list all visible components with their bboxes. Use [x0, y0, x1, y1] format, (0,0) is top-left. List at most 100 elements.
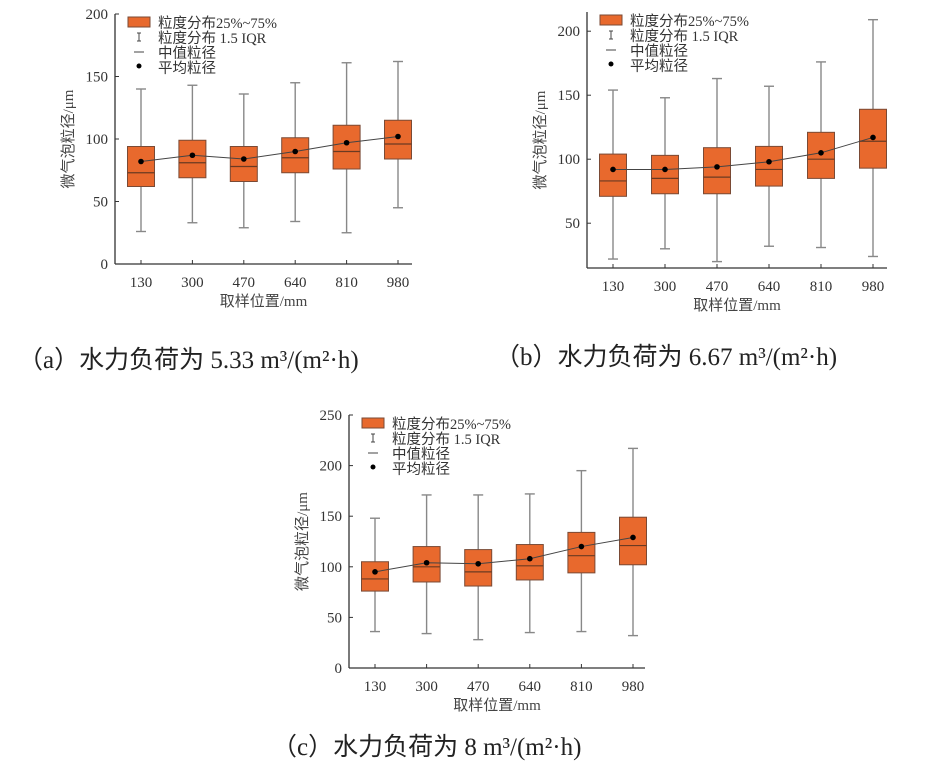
mean-point: [610, 166, 616, 173]
mean-point: [343, 139, 350, 146]
x-axis-label: 取样位置/mm: [693, 297, 781, 314]
iqr-box: [281, 137, 310, 174]
legend-mean-label: 平均粒径: [158, 60, 216, 77]
x-tick-label: 300: [415, 679, 438, 695]
y-tick-label: 150: [86, 70, 109, 86]
mean-point: [138, 158, 144, 165]
y-axis-label: 微气泡粒径/μm: [532, 90, 549, 189]
mean-point: [527, 555, 533, 562]
legend-mean-icon: [370, 464, 376, 470]
legend-median-label: 中值粒径: [392, 446, 450, 463]
legend-whisker-label: 粒度分布 1.5 IQR: [630, 28, 739, 45]
y-tick-label: 200: [320, 459, 343, 475]
x-tick-label: 130: [364, 679, 387, 695]
x-tick-label: 810: [335, 275, 358, 291]
y-axis-label: 微气泡粒径/μm: [294, 492, 311, 591]
legend-box-label: 粒度分布25%~75%: [158, 15, 277, 32]
x-tick-label: 470: [706, 279, 729, 295]
iqr-box: [703, 147, 731, 195]
mean-point: [475, 560, 482, 567]
mean-line: [374, 536, 634, 573]
x-tick-label: 130: [130, 275, 153, 291]
legend-box-swatch: [361, 417, 385, 429]
y-tick-label: 100: [86, 132, 109, 148]
y-tick-label: 0: [101, 257, 109, 273]
y-axis-label: 微气泡粒径/μm: [60, 89, 77, 188]
x-tick-label: 640: [519, 679, 542, 695]
x-axis-label: 取样位置/mm: [453, 697, 541, 714]
iqr-box: [755, 145, 783, 187]
y-tick-label: 50: [565, 216, 580, 232]
chart-panel-c: 0 50 100 150 200 250 130 300 470 640 810 980 取样位置/mm…: [294, 408, 647, 714]
x-tick-label: 640: [284, 275, 307, 291]
x-axis-label: 取样位置/mm: [220, 293, 308, 310]
legend-whisker-icon: [371, 433, 375, 443]
legend-whisker-label: 粒度分布 1.5 IQR: [392, 431, 501, 448]
y-tick-label: 150: [320, 509, 343, 525]
x-tick-label: 300: [181, 275, 204, 291]
x-tick-label: 980: [622, 679, 645, 695]
x-tick-label: 470: [233, 275, 256, 291]
mean-point: [870, 134, 876, 141]
iqr-box: [619, 516, 647, 566]
mean-point: [662, 166, 668, 173]
y-tick-label: 0: [335, 661, 343, 677]
iqr-box: [567, 531, 596, 574]
chart-panel-b: 50 100 150 200 130 300 470 640 810 980 取样位置/mm 微气泡粒…: [532, 12, 887, 314]
x-tick-label: 980: [862, 279, 885, 295]
iqr-box: [178, 139, 207, 179]
caption-b: （b）水力负荷为 6.67 m³/(m²·h): [495, 344, 838, 371]
legend-median-label: 中值粒径: [630, 43, 688, 60]
x-tick-label: 300: [654, 279, 677, 295]
y-tick-label: 50: [327, 610, 342, 626]
mean-point: [578, 543, 585, 550]
y-tick-label: 200: [86, 7, 109, 23]
mean-point: [818, 150, 824, 156]
mean-point: [766, 158, 772, 165]
mean-point: [372, 569, 378, 575]
mean-point: [630, 534, 636, 541]
x-tick-label: 470: [467, 679, 490, 695]
y-tick-label: 150: [558, 88, 581, 104]
legend-whisker-label: 粒度分布 1.5 IQR: [158, 30, 267, 47]
mean-point: [292, 148, 299, 155]
iqr-box: [332, 124, 361, 170]
x-tick-label: 130: [602, 279, 625, 295]
legend-mean-icon: [608, 61, 614, 67]
y-tick-label: 100: [320, 560, 343, 576]
x-tick-label: 640: [758, 279, 781, 295]
mean-line: [140, 136, 399, 162]
legend-whisker-icon: [137, 32, 141, 42]
legend-box-swatch: [599, 14, 623, 26]
legend-mean-icon: [136, 63, 142, 69]
chart-panel-a: 0 50 100 150 200 130 300 470 640 810 980 取样位置/mm 微气泡…: [60, 7, 412, 310]
mean-point: [714, 164, 720, 170]
iqr-box: [599, 153, 627, 197]
mean-point: [395, 133, 401, 140]
iqr-box: [384, 119, 412, 160]
legend-median-label: 中值粒径: [158, 45, 216, 62]
legend-mean-label: 平均粒径: [392, 461, 450, 478]
iqr-box: [127, 146, 155, 187]
iqr-box: [464, 549, 493, 587]
caption-a: （a）水力负荷为 5.33 m³/(m²·h): [18, 347, 359, 374]
legend-box-swatch: [127, 16, 151, 28]
mean-point: [423, 559, 430, 566]
iqr-box: [515, 544, 544, 581]
iqr-box: [651, 154, 679, 195]
y-tick-label: 100: [558, 152, 581, 168]
legend-box-label: 粒度分布25%~75%: [630, 13, 749, 30]
x-tick-label: 980: [387, 275, 410, 291]
mean-point: [189, 152, 196, 159]
legend-box-label: 粒度分布25%~75%: [392, 416, 511, 433]
caption-c: （c）水力负荷为 8 m³/(m²·h): [272, 734, 582, 761]
iqr-box: [229, 146, 258, 182]
x-tick-label: 810: [810, 279, 833, 295]
mean-line: [613, 136, 874, 170]
y-tick-label: 50: [93, 195, 108, 211]
legend-whisker-icon: [609, 30, 613, 40]
iqr-box: [361, 561, 389, 592]
x-tick-label: 810: [570, 679, 593, 695]
